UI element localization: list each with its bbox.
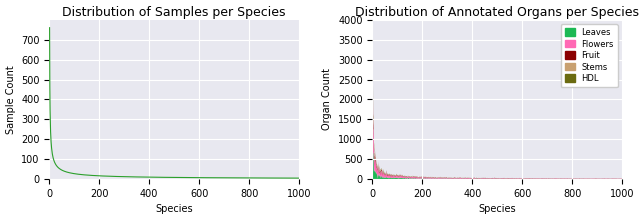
Legend: Leaves, Flowers, Fruit, Stems, HDL: Leaves, Flowers, Fruit, Stems, HDL (561, 24, 618, 87)
X-axis label: Species: Species (479, 204, 516, 214)
Title: Distribution of Samples per Species: Distribution of Samples per Species (63, 6, 286, 18)
Title: Distribution of Annotated Organs per Species: Distribution of Annotated Organs per Spe… (355, 6, 639, 18)
Y-axis label: Sample Count: Sample Count (6, 65, 15, 134)
Y-axis label: Organ Count: Organ Count (323, 68, 332, 130)
X-axis label: Species: Species (156, 204, 193, 214)
